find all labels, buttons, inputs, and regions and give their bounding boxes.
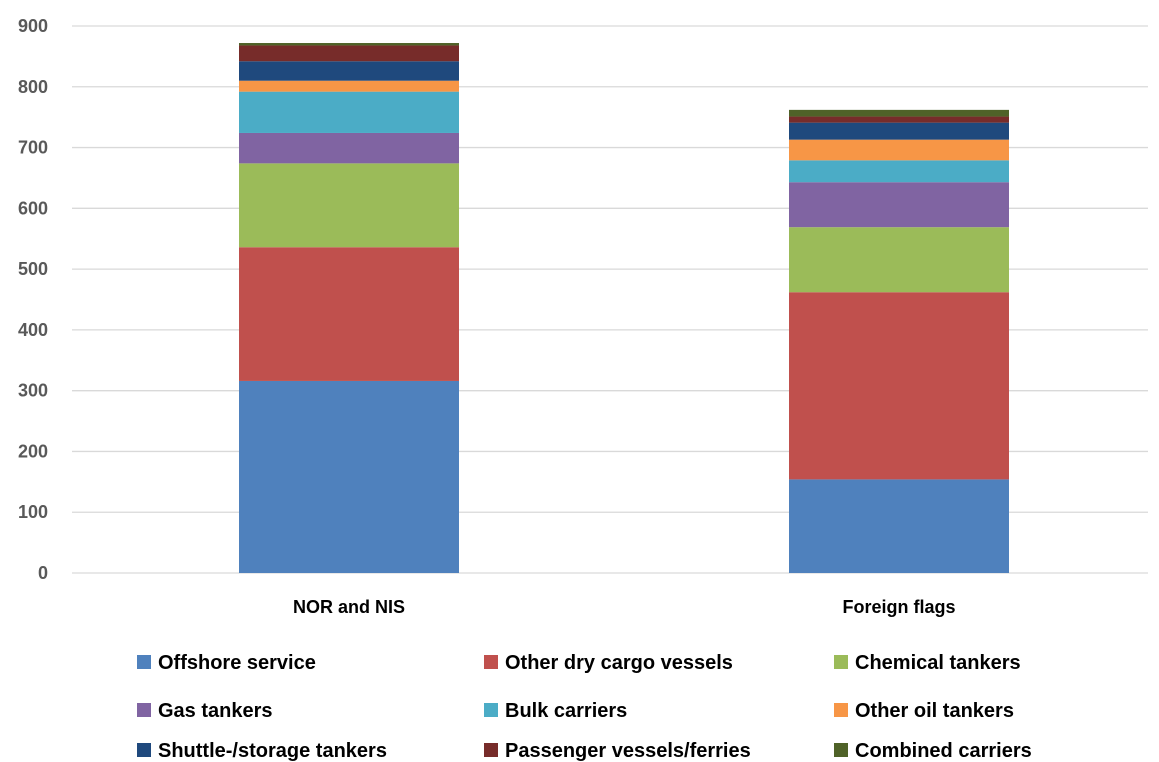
bar-segment-2-5: [789, 160, 1009, 183]
category-labels: NOR and NIS Foreign flags: [293, 597, 956, 617]
legend-swatch: [834, 703, 848, 717]
y-tick-label: 900: [18, 16, 48, 36]
legend-swatch: [484, 743, 498, 757]
bar-segment-2-3: [789, 227, 1009, 293]
legend-label: Combined carriers: [855, 740, 1032, 762]
bar-segment-2-8: [789, 116, 1009, 123]
bar-segment-2-1: [789, 479, 1009, 573]
bar-segment-2-7: [789, 122, 1009, 140]
legend-swatch: [137, 655, 151, 669]
bar-segment-1-6: [239, 80, 459, 92]
bar-segment-1-8: [239, 45, 459, 62]
legend-label: Chemical tankers: [855, 652, 1021, 674]
legend-label: Other dry cargo vessels: [505, 652, 733, 674]
y-axis-tick-labels: 0 100 200 300 400 500 600 700 800 900: [18, 16, 48, 583]
legend-label: Passenger vessels/ferries: [505, 740, 751, 762]
bar-segment-1-4: [239, 132, 459, 164]
legend-label: Other oil tankers: [855, 700, 1014, 722]
bar-segment-1-5: [239, 91, 459, 133]
y-tick-label: 400: [18, 320, 48, 340]
legend-swatch: [484, 655, 498, 669]
y-tick-label: 200: [18, 441, 48, 461]
bar-segment-1-1: [239, 380, 459, 573]
bars: [239, 43, 1009, 573]
bar-segment-1-2: [239, 247, 459, 381]
bar-segment-2-4: [789, 182, 1009, 228]
bar-segment-2-9: [789, 109, 1009, 117]
bar-segment-1-9: [239, 43, 459, 46]
y-tick-label: 700: [18, 138, 48, 158]
bar-segment-1-3: [239, 163, 459, 248]
bar-segment-2-2: [789, 292, 1009, 480]
legend-swatch: [137, 743, 151, 757]
bar-segment-2-6: [789, 139, 1009, 161]
legend-label: Shuttle-/storage tankers: [158, 740, 387, 762]
y-tick-label: 500: [18, 259, 48, 279]
bar-segment-1-7: [239, 61, 459, 81]
y-tick-label: 100: [18, 502, 48, 522]
y-tick-label: 0: [38, 563, 48, 583]
y-tick-label: 600: [18, 198, 48, 218]
legend-swatch: [834, 743, 848, 757]
legend-label: Offshore service: [158, 652, 316, 674]
legend-label: Gas tankers: [158, 700, 273, 722]
legend-swatch: [834, 655, 848, 669]
legend-swatch: [484, 703, 498, 717]
legend-label: Bulk carriers: [505, 700, 627, 722]
legend-swatch: [137, 703, 151, 717]
category-label: NOR and NIS: [293, 597, 405, 617]
y-tick-label: 300: [18, 381, 48, 401]
legend: Offshore service Other dry cargo vessels C…: [137, 652, 1032, 762]
y-tick-label: 800: [18, 77, 48, 97]
category-label: Foreign flags: [842, 597, 955, 617]
